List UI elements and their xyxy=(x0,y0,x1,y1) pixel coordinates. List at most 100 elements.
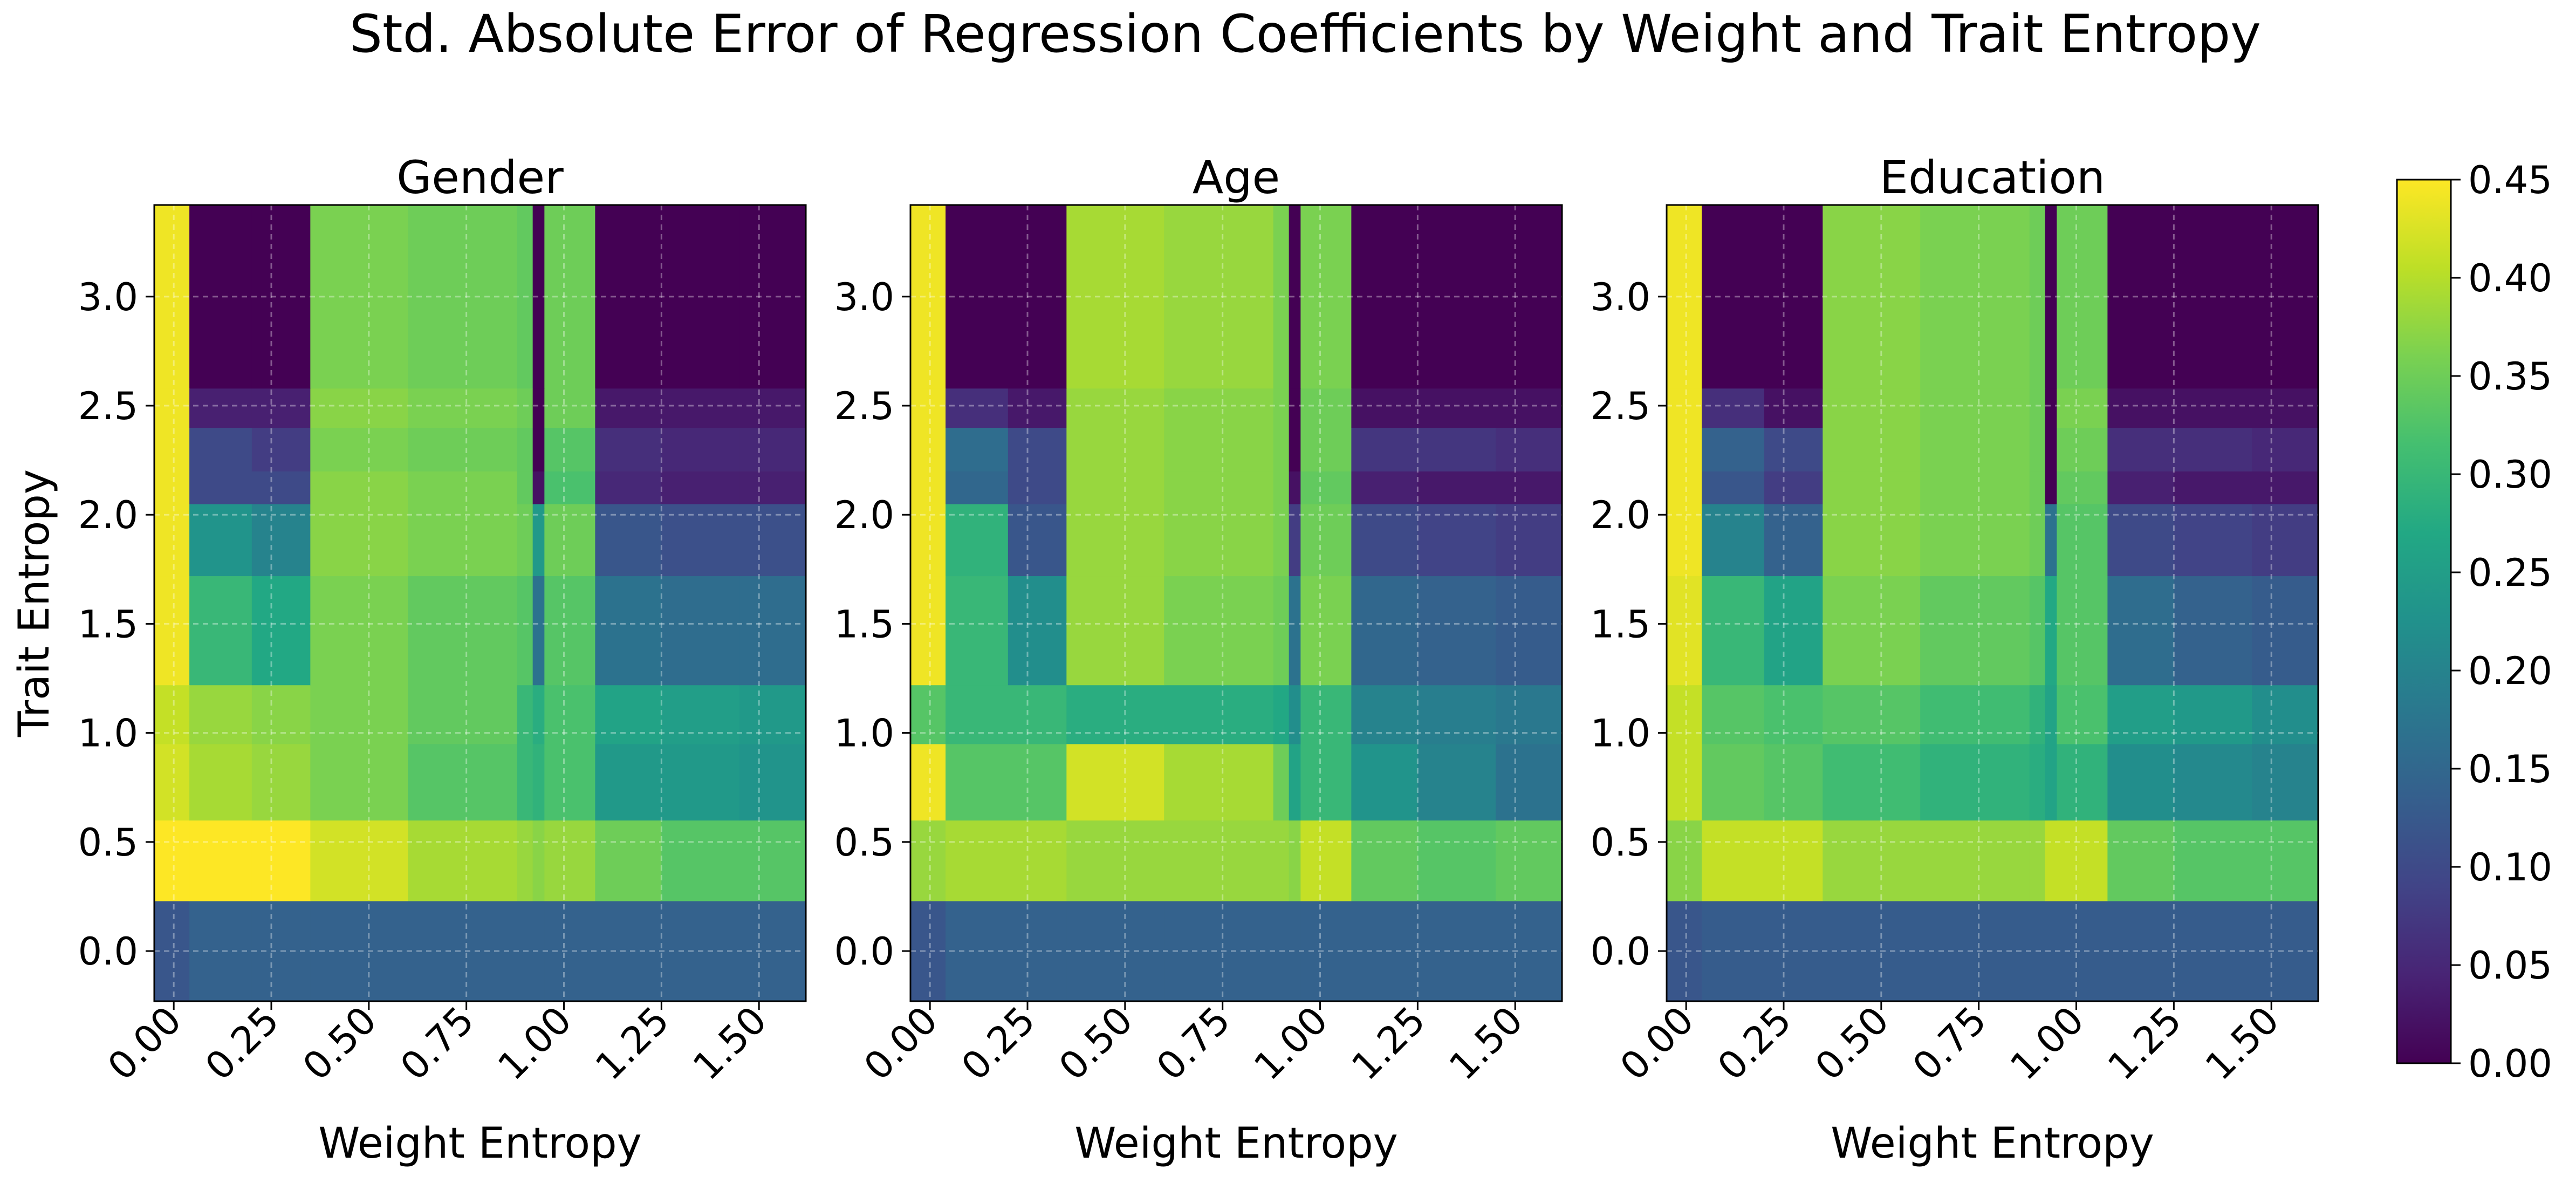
heatmap-cell xyxy=(517,427,533,471)
heatmap-cell xyxy=(1920,576,2030,686)
heatmap-cell xyxy=(517,471,533,504)
heatmap-cell xyxy=(154,576,190,686)
heatmap-cell xyxy=(2252,471,2319,504)
x-tick-label: 1.00 xyxy=(489,998,580,1089)
heatmap-cell xyxy=(595,743,662,820)
heatmap-cell xyxy=(1764,205,1823,389)
heatmap-cell xyxy=(1417,743,1496,820)
heatmap-cell xyxy=(1273,576,1290,686)
heatmap-cell xyxy=(1702,576,1765,686)
heatmap-cell xyxy=(910,743,946,820)
heatmap-cell xyxy=(1823,576,1921,686)
heatmap-cell xyxy=(1764,471,1823,504)
heatmap-cell xyxy=(1667,685,1702,744)
heatmap-cell xyxy=(408,504,518,577)
heatmap-cell xyxy=(1164,685,1274,744)
heatmap-cell xyxy=(2174,471,2252,504)
y-tick-label: 2.5 xyxy=(1591,384,1650,428)
heatmap-cell xyxy=(1289,820,1301,901)
heatmap-cell xyxy=(1351,471,1418,504)
heatmap-cell xyxy=(2107,685,2174,744)
heatmap-cell xyxy=(2045,205,2057,389)
heatmap-cell xyxy=(739,205,806,389)
heatmap-cell xyxy=(910,388,946,428)
heatmap-cell xyxy=(2252,504,2319,577)
heatmap-cell xyxy=(1667,900,1702,1002)
y-tick-label: 3.0 xyxy=(78,275,138,319)
heatmap-panel-age: Age 0.00 0.25 0.50 0.75 1.00 1.25 1.50 0.0 0.5 1.0… xyxy=(834,151,1563,1168)
heatmap-cell xyxy=(739,685,806,744)
heatmap-cell xyxy=(2045,576,2057,686)
heatmap-cell xyxy=(408,205,518,389)
heatmap-cell xyxy=(1008,576,1067,686)
heatmap-cell xyxy=(532,388,545,428)
heatmap-cell xyxy=(1667,504,1702,577)
heatmap-cell xyxy=(1008,471,1067,504)
heatmap-cell xyxy=(946,576,1009,686)
heatmap-cell xyxy=(2252,900,2319,1002)
heatmap-cell xyxy=(661,900,740,1002)
heatmap-cell xyxy=(310,820,408,901)
heatmap-cell xyxy=(1764,388,1823,428)
heatmap-cell xyxy=(1823,504,1921,577)
heatmap-cell xyxy=(1920,820,2030,901)
heatmap-cell xyxy=(1920,743,2030,820)
heatmap-cell xyxy=(1351,388,1418,428)
grid-lines xyxy=(1667,205,2318,1001)
heatmap-cell xyxy=(408,743,518,820)
heatmap-cell xyxy=(189,205,252,389)
heatmap-cell xyxy=(517,685,533,744)
heatmap-cell xyxy=(2029,471,2046,504)
heatmap-cell xyxy=(661,820,740,901)
heatmap-cell xyxy=(532,743,545,820)
heatmap-cell xyxy=(739,388,806,428)
heatmap-cell xyxy=(1066,743,1164,820)
heatmap-cell xyxy=(1273,388,1290,428)
heatmap-cell xyxy=(1164,743,1274,820)
heatmap-cell xyxy=(1351,743,1418,820)
heatmap-cell xyxy=(544,820,595,901)
x-tick-label: 0.50 xyxy=(1051,998,1141,1089)
heatmap-cell xyxy=(189,743,252,820)
heatmap-cell xyxy=(1300,685,1352,744)
heatmap-cell xyxy=(2107,743,2174,820)
heatmap-cell xyxy=(946,900,1009,1002)
heatmap-cell xyxy=(1823,471,1921,504)
heatmap-cell xyxy=(1764,900,1823,1002)
y-tick-label: 0.0 xyxy=(1591,929,1650,974)
heatmap-cell xyxy=(2057,388,2108,428)
heatmap-cell xyxy=(1066,576,1164,686)
heatmap-cell xyxy=(310,205,408,389)
heatmap-cell xyxy=(532,427,545,471)
heatmap-cell xyxy=(310,743,408,820)
heatmap-panel-gender: Gender 0.00 0.25 0.50 0.75 1.00 1.25 1.50 0.0 0.5… xyxy=(10,151,807,1168)
heatmap-cell xyxy=(1351,205,1418,389)
heatmap-cell xyxy=(310,685,408,744)
heatmap-cell xyxy=(946,427,1009,471)
x-tick-label: 0.50 xyxy=(294,998,385,1089)
colorbar-gradient xyxy=(2396,179,2452,1064)
heatmap-cell xyxy=(1273,685,1290,744)
heatmap-cell xyxy=(1496,205,1563,389)
heatmap-cell xyxy=(1008,504,1067,577)
heatmap-cell xyxy=(1417,427,1496,471)
heatmap-cell xyxy=(1417,471,1496,504)
heatmap-cell xyxy=(1289,900,1301,1002)
heatmap-cell xyxy=(1764,685,1823,744)
heatmap-cell xyxy=(1496,900,1563,1002)
heatmap-cell xyxy=(154,685,190,744)
heatmap-cell xyxy=(310,471,408,504)
heatmap-cell xyxy=(1008,820,1067,901)
heatmap-cell xyxy=(1920,504,2030,577)
heatmap-cell xyxy=(2057,900,2108,1002)
plot-frame xyxy=(1666,204,2319,1002)
heatmap-cell xyxy=(2029,685,2046,744)
colorbar-tick-label: 0.35 xyxy=(2468,354,2552,399)
x-tick-label: 1.25 xyxy=(1343,998,1434,1089)
y-tick-label: 3.0 xyxy=(1591,275,1650,319)
heatmap-cell xyxy=(2174,576,2252,686)
heatmap-cell xyxy=(595,504,662,577)
heatmap-cell xyxy=(1066,685,1164,744)
x-tick-label: 0.25 xyxy=(953,998,1044,1089)
y-tick-label: 2.0 xyxy=(834,493,894,537)
